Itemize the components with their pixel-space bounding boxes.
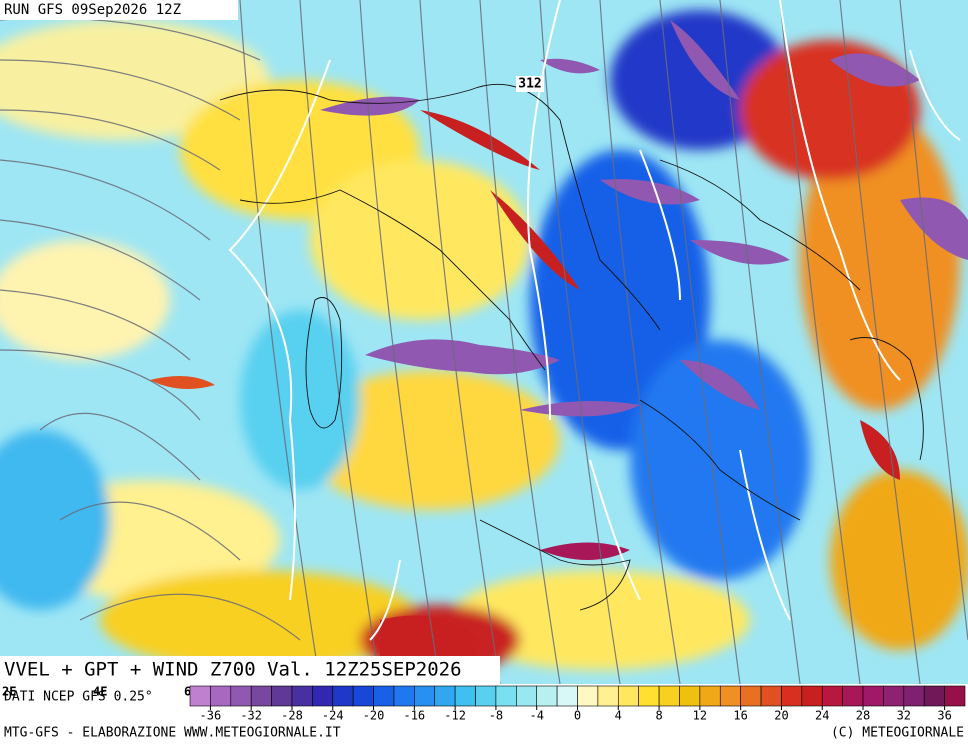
colorbar-swatch xyxy=(271,685,293,707)
caption-title: VVEL + GPT + WIND Z700 Val. 12Z25SEP2026 xyxy=(4,659,462,681)
colorbar-swatch xyxy=(944,685,966,707)
colorbar-tick-label: 20 xyxy=(774,709,788,723)
colorbar-swatch xyxy=(617,685,639,707)
caption-box xyxy=(0,656,500,684)
colorbar-swatch xyxy=(658,685,680,707)
footer-right: (C) METEOGIORNALE xyxy=(831,726,964,741)
colorbar-tick-label: -24 xyxy=(322,709,344,723)
colorbar-tick-label: 32 xyxy=(897,709,911,723)
contour-label: 312 xyxy=(518,77,541,92)
colorbar-swatch xyxy=(230,685,252,707)
colorbar-swatch xyxy=(556,685,578,707)
colorbar-tick-label: -28 xyxy=(281,709,303,723)
colorbar-tick-label: 8 xyxy=(655,709,662,723)
colorbar-swatch xyxy=(638,685,660,707)
colorbar-tick-label: -8 xyxy=(489,709,503,723)
colorbar-tick-label: -16 xyxy=(403,709,425,723)
colorbar-tick-label: 4 xyxy=(615,709,622,723)
colorbar-swatch xyxy=(821,685,843,707)
run-label-box xyxy=(0,0,238,20)
colorbar-swatch xyxy=(434,685,456,707)
colorbar-swatch xyxy=(475,685,497,707)
colorbar: -36 -32 -28 -24 -20 -16 -12 -8 -4 0 4 8 12 16 20 24 28 32… xyxy=(189,685,966,723)
map-field xyxy=(0,0,968,684)
colorbar-tick-label: 16 xyxy=(733,709,747,723)
colorbar-tick-label: 0 xyxy=(574,709,581,723)
colorbar-tick-label: 36 xyxy=(937,709,951,723)
colorbar-tick-label: -32 xyxy=(240,709,262,723)
colorbar-swatch xyxy=(454,685,476,707)
colorbar-swatch xyxy=(210,685,232,707)
colorbar-tick-label: -20 xyxy=(363,709,385,723)
colorbar-swatch xyxy=(781,685,803,707)
colorbar-tick-label: -36 xyxy=(200,709,222,723)
colorbar-swatch xyxy=(291,685,313,707)
colorbar-swatch xyxy=(760,685,782,707)
colorbar-swatch xyxy=(414,685,436,707)
colorbar-swatch xyxy=(577,685,599,707)
colorbar-swatch xyxy=(862,685,884,707)
colorbar-swatch xyxy=(883,685,905,707)
colorbar-tick-label: 28 xyxy=(856,709,870,723)
colorbar-tick-label: 12 xyxy=(693,709,707,723)
colorbar-tick-label: 24 xyxy=(815,709,829,723)
colorbar-swatch xyxy=(536,685,558,707)
colorbar-swatch xyxy=(393,685,415,707)
colorbar-swatch xyxy=(312,685,334,707)
footer-left: MTG-GFS - ELABORAZIONE WWW.METEOGIORNALE… xyxy=(4,726,341,741)
colorbar-swatch xyxy=(923,685,945,707)
colorbar-swatch xyxy=(189,685,211,707)
colorbar-swatch xyxy=(352,685,374,707)
colorbar-swatch xyxy=(679,685,701,707)
contour-label-box xyxy=(516,76,544,92)
source-label: DATI NCEP GFS 0.25° xyxy=(4,690,153,705)
colorbar-swatch xyxy=(250,685,272,707)
colorbar-swatch xyxy=(597,685,619,707)
run-label: RUN GFS 09Sep2026 12Z xyxy=(4,2,181,18)
colorbar-swatch xyxy=(719,685,741,707)
lon-label: 2E xyxy=(2,685,16,699)
lon-label: 4E xyxy=(93,685,107,699)
colorbar-swatch xyxy=(699,685,721,707)
colorbar-swatch xyxy=(903,685,925,707)
colorbar-tick-label: -12 xyxy=(444,709,466,723)
colorbar-tick-label: -4 xyxy=(529,709,543,723)
colorbar-swatch xyxy=(332,685,354,707)
colorbar-swatch xyxy=(801,685,823,707)
colorbar-swatch xyxy=(373,685,395,707)
colorbar-swatch xyxy=(516,685,538,707)
colorbar-swatch xyxy=(842,685,864,707)
colorbar-swatch xyxy=(495,685,517,707)
colorbar-swatch xyxy=(740,685,762,707)
